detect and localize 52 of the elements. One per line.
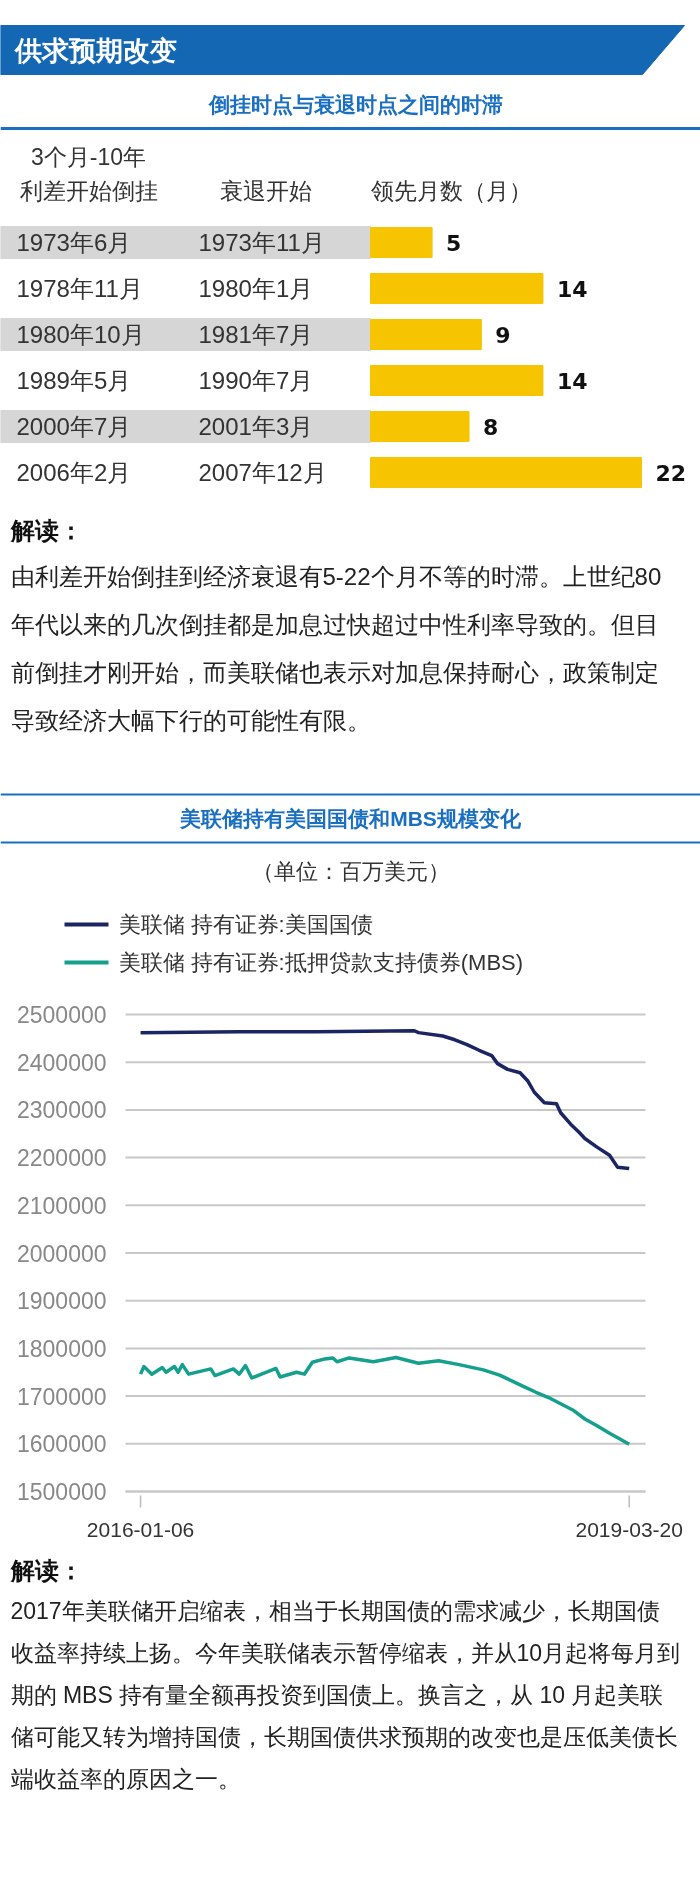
text: 供求预期改变: [13, 35, 177, 66]
text: 由利差开始倒挂到经济衰退有5-22个月不等的时滞。上世纪80年代以来的几次倒挂都是加息过快超过中性利率导致的。但目前倒挂才刚开始，而美联储也表示对加息保持耐心，政策制定导致经济大幅下行的可能性有限。: [10, 563, 662, 734]
y-tick-label: 1700000: [16, 1383, 107, 1410]
text: 1973年11月: [198, 229, 325, 256]
x-tick-label: 2019-03-20: [575, 1517, 683, 1541]
y-tick-label: 2200000: [16, 1145, 107, 1172]
y-tick-label: 2300000: [16, 1097, 107, 1124]
x-tick-label: 2016-01-06: [86, 1517, 195, 1541]
bar: [370, 411, 470, 442]
data-label: 22: [655, 460, 687, 486]
text: 2007年12月: [198, 459, 327, 486]
data-label: 9: [495, 322, 511, 348]
bar: [370, 365, 544, 396]
y-tick-label: 1900000: [16, 1288, 107, 1315]
data-label: 8: [483, 414, 499, 440]
text: 领先月数（月）: [370, 177, 532, 204]
data-label: 14: [556, 368, 588, 394]
text: 解读：: [9, 1557, 83, 1584]
y-tick-label: 1978年11月: [16, 275, 143, 302]
legend-label: 美联储 持有证券:抵押贷款支持债券(MBS): [118, 950, 524, 975]
bar: [370, 273, 544, 304]
line-series: [138, 1355, 631, 1447]
data-label: 14: [556, 276, 588, 302]
text: 2017年美联储开启缩表，相当于长期国债的需求减少，长期国债收益率持续上扬。今年美联储表示暂停缩表，并从10月起将每月到期的 MBS 持有量全额再投资到国债上。换言之，从 10 月起美联储可能又转为增持国债，长期国债供求预期的改变也是压低美债长端收益率的原因之一。: [10, 1597, 681, 1792]
y-tick-label: 1989年5月: [16, 367, 132, 394]
text: 3个月-10年利差开始倒挂: [19, 143, 158, 204]
legend-label: 美联储 持有证券:美国国债: [118, 912, 373, 937]
chart-subtitle: （单位：百万美元）: [251, 859, 450, 884]
text: 1981年7月: [198, 321, 314, 348]
line-series: [138, 1028, 631, 1171]
y-tick-label: 1800000: [16, 1335, 107, 1362]
y-tick-label: 2400000: [16, 1049, 107, 1076]
text: 解读：: [9, 517, 83, 544]
y-tick-label: 2100000: [16, 1192, 107, 1219]
text: 衰退开始: [219, 177, 312, 204]
bar: [370, 319, 482, 350]
text: 1980年1月: [198, 275, 314, 302]
chart-title: 美联储持有美国国债和MBS规模变化: [179, 807, 522, 830]
bar: [370, 227, 433, 258]
text: 2001年3月: [198, 413, 314, 440]
y-tick-label: 2000年7月: [16, 413, 132, 440]
y-tick-label: 2500000: [16, 1002, 107, 1028]
text: 1990年7月: [198, 367, 314, 394]
chart-title: 倒挂时点与衰退时点之间的时滞: [207, 93, 503, 117]
y-tick-label: 1600000: [16, 1431, 107, 1458]
y-tick-label: 1500000: [16, 1479, 107, 1505]
bar: [370, 457, 642, 488]
y-tick-label: 1973年6月: [16, 229, 132, 256]
y-tick-label: 1980年10月: [16, 321, 145, 348]
y-tick-label: 2000000: [16, 1240, 107, 1267]
data-label: 5: [446, 230, 462, 256]
y-tick-label: 2006年2月: [16, 459, 132, 486]
